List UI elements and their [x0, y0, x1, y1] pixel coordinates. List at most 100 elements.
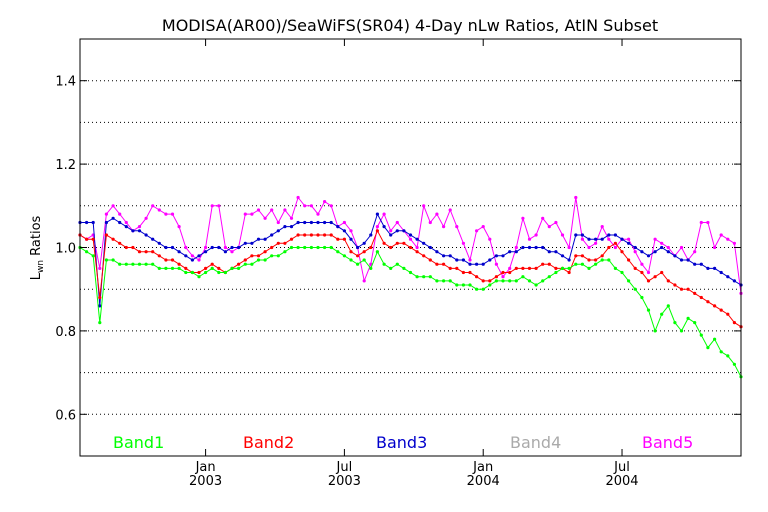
point-band5-48 [395, 220, 399, 225]
point-band1-8 [131, 262, 135, 266]
point-band1-57 [455, 283, 459, 287]
point-band5-31 [283, 208, 287, 212]
point-band5-79 [600, 225, 604, 229]
point-band2-59 [468, 270, 472, 275]
point-band5-25 [243, 212, 247, 216]
point-band2-1 [85, 237, 89, 241]
point-band2-87 [653, 275, 657, 279]
point-band3-75 [574, 233, 578, 237]
point-band3-33 [296, 220, 300, 225]
point-band5-62 [488, 237, 492, 241]
point-band2-48 [395, 241, 399, 245]
point-band1-12 [157, 266, 161, 270]
point-band3-42 [356, 245, 360, 250]
point-band2-38 [329, 233, 333, 237]
point-band3-77 [587, 237, 591, 241]
point-band2-43 [362, 250, 366, 254]
point-band1-18 [197, 275, 201, 279]
point-band5-87 [653, 237, 657, 241]
point-band2-53 [428, 258, 432, 262]
point-band2-40 [342, 237, 346, 241]
point-band2-79 [600, 254, 604, 258]
point-band1-15 [177, 266, 181, 270]
point-band1-98 [726, 354, 730, 358]
point-band3-10 [144, 233, 148, 237]
point-band1-95 [706, 346, 710, 350]
point-band2-80 [607, 245, 611, 250]
point-band1-11 [151, 262, 155, 266]
point-band1-36 [316, 245, 320, 250]
point-band2-97 [719, 308, 723, 312]
point-band2-31 [283, 241, 287, 245]
point-band5-66 [514, 245, 518, 250]
chart-title: MODISA(AR00)/SeaWiFS(SR04) 4-Day nLw Rat… [162, 16, 658, 35]
point-band5-96 [713, 245, 717, 250]
point-band2-9 [137, 250, 142, 254]
series-band3 [78, 212, 743, 308]
point-band2-14 [170, 258, 175, 262]
point-band5-36 [316, 212, 320, 216]
point-band5-85 [640, 262, 644, 266]
point-band3-96 [713, 266, 717, 270]
point-band1-87 [653, 329, 657, 333]
point-band1-73 [560, 266, 565, 270]
point-band2-46 [382, 241, 386, 245]
point-band2-78 [594, 258, 598, 262]
point-band3-52 [422, 241, 426, 245]
point-band2-60 [475, 275, 479, 279]
point-band3-34 [303, 220, 307, 225]
point-band3-2 [91, 220, 95, 225]
point-band3-11 [151, 237, 155, 241]
point-band3-72 [554, 250, 558, 254]
point-band2-39 [336, 237, 340, 241]
point-band1-62 [488, 283, 492, 287]
point-band2-94 [699, 295, 703, 300]
point-band2-96 [713, 304, 717, 308]
point-band2-88 [660, 270, 664, 275]
point-band5-5 [111, 204, 115, 208]
point-band2-7 [124, 245, 128, 250]
point-band5-30 [276, 220, 280, 225]
legend-band1: Band1 [113, 433, 164, 452]
point-band2-69 [534, 266, 538, 270]
point-band5-16 [184, 245, 188, 250]
point-band3-99 [732, 279, 737, 283]
point-band3-3 [98, 304, 102, 308]
point-band2-49 [402, 241, 406, 245]
point-band5-95 [706, 220, 710, 225]
point-band3-7 [124, 225, 128, 229]
point-band2-29 [270, 245, 274, 250]
point-band2-65 [508, 270, 512, 275]
y-axis-ticks: 0.6 0.8 1.0 1.2 1.4 [55, 75, 741, 423]
point-band5-11 [151, 204, 155, 208]
y-tick-label-3: 1.2 [55, 158, 76, 173]
point-band1-13 [164, 266, 168, 270]
point-band2-18 [197, 270, 201, 275]
point-band5-97 [719, 233, 723, 237]
point-band3-58 [461, 258, 465, 262]
point-band1-63 [494, 279, 498, 283]
point-band1-23 [230, 266, 234, 270]
point-band1-78 [594, 262, 598, 266]
point-band1-82 [620, 270, 624, 275]
point-band1-69 [534, 283, 538, 287]
point-band1-67 [521, 275, 525, 279]
point-band2-51 [415, 250, 419, 254]
point-band1-77 [587, 266, 591, 270]
point-band3-17 [190, 258, 194, 262]
point-band1-88 [660, 312, 664, 316]
point-band1-41 [349, 258, 353, 262]
legend-band5: Band5 [642, 433, 693, 452]
point-band1-43 [362, 258, 366, 262]
point-band3-70 [541, 245, 545, 250]
point-band5-70 [541, 216, 545, 220]
point-band3-67 [521, 245, 525, 250]
point-band2-52 [422, 254, 426, 258]
point-band1-97 [719, 350, 723, 354]
point-band2-6 [118, 241, 122, 245]
point-band3-49 [402, 229, 406, 233]
point-band1-39 [336, 250, 340, 254]
point-band1-29 [270, 254, 274, 258]
point-band5-35 [309, 204, 313, 208]
